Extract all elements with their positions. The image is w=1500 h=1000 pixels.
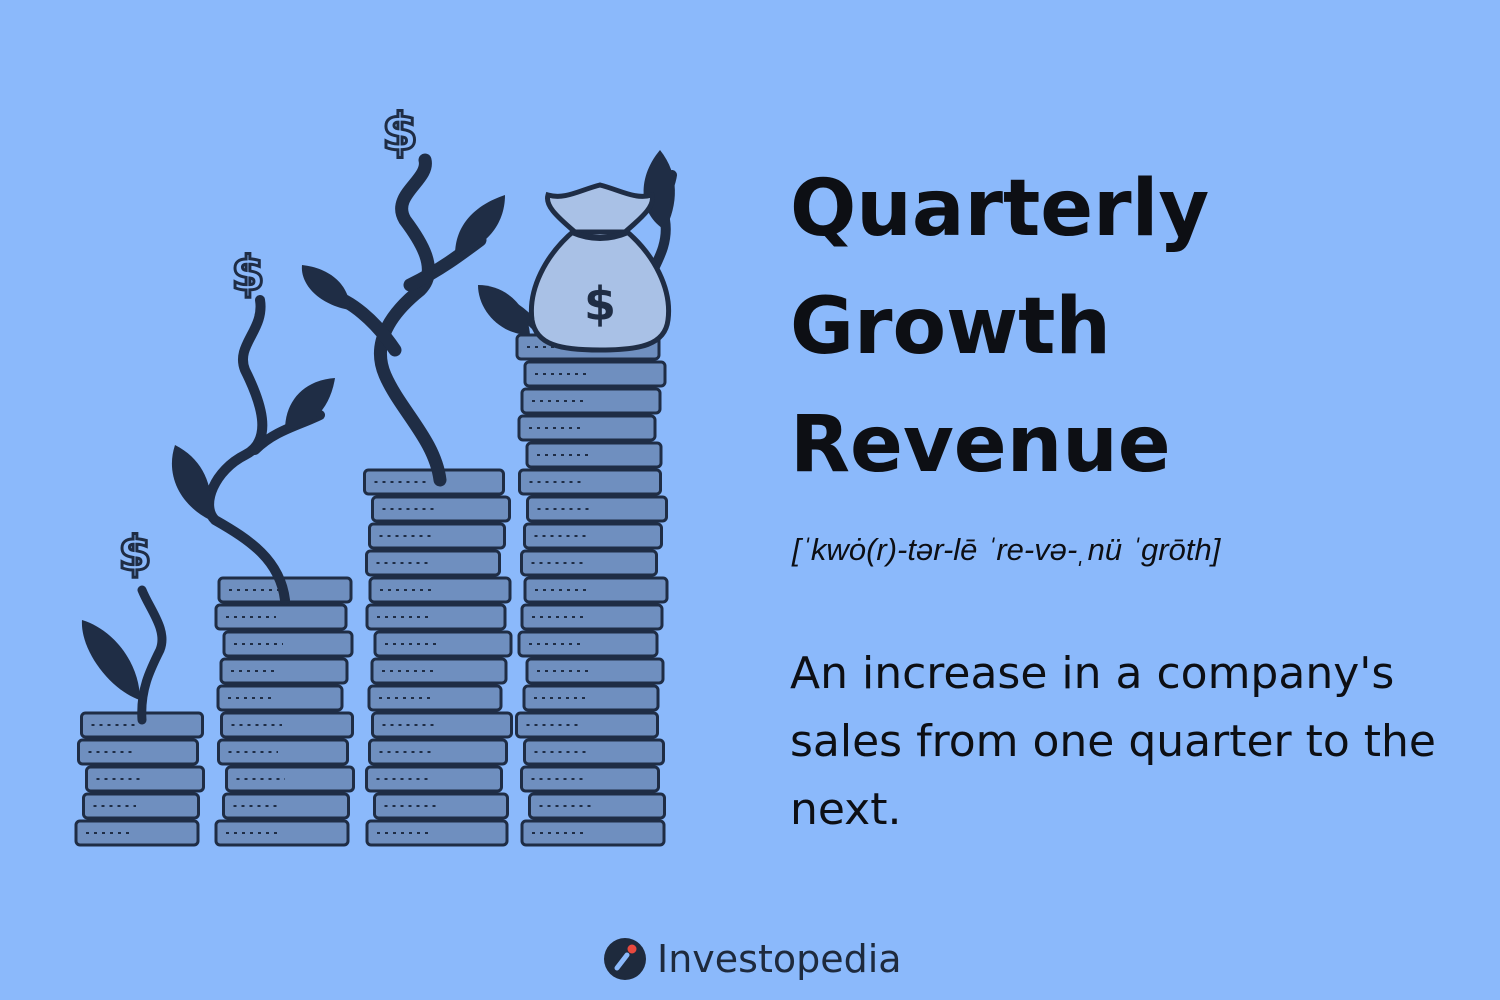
definition-text: An increase in a company's sales from on… bbox=[790, 648, 1436, 835]
coin bbox=[77, 738, 199, 766]
coin bbox=[219, 657, 349, 685]
coin bbox=[518, 468, 662, 496]
coin bbox=[528, 792, 666, 820]
coin bbox=[74, 819, 200, 847]
coin-stacks-illustration: $ $ $ $ bbox=[74, 102, 677, 847]
coin bbox=[520, 819, 666, 847]
coin bbox=[523, 576, 669, 604]
coin bbox=[216, 684, 344, 712]
dollar-icon: $ bbox=[231, 246, 264, 302]
leaf-icon bbox=[301, 265, 350, 310]
coin bbox=[520, 387, 662, 415]
plant-2 bbox=[204, 295, 325, 605]
leaf-icon bbox=[643, 150, 675, 230]
coin bbox=[365, 549, 501, 577]
coin bbox=[367, 684, 503, 712]
dollar-icon: $ bbox=[118, 526, 151, 582]
coin bbox=[222, 792, 350, 820]
coin bbox=[368, 522, 506, 550]
coin bbox=[365, 603, 507, 631]
coin bbox=[214, 819, 350, 847]
dollar-icon: $ bbox=[382, 103, 418, 163]
coin bbox=[222, 630, 354, 658]
coin bbox=[523, 360, 667, 388]
coin bbox=[525, 657, 665, 685]
plant-1 bbox=[137, 585, 167, 725]
leaf-icon bbox=[171, 445, 212, 520]
coin bbox=[85, 765, 205, 793]
coin bbox=[368, 738, 508, 766]
money-bag-icon: $ bbox=[528, 182, 672, 353]
brand-name: Investopedia bbox=[657, 937, 902, 981]
coin bbox=[520, 549, 658, 577]
coin bbox=[523, 522, 663, 550]
page-title: Quarterly Growth Revenue bbox=[790, 164, 1210, 490]
coin bbox=[373, 792, 509, 820]
coin bbox=[365, 765, 503, 793]
coin bbox=[217, 738, 349, 766]
coin bbox=[517, 414, 657, 442]
coin bbox=[522, 684, 660, 712]
leaf-icon bbox=[455, 195, 505, 255]
coin bbox=[526, 495, 668, 523]
leaf-icon bbox=[285, 378, 335, 430]
coin bbox=[365, 819, 509, 847]
coin bbox=[214, 603, 348, 631]
coin bbox=[370, 657, 508, 685]
pronunciation: [ˈkwȯ(r)-tər-lē ˈre-və-ˌnü ˈgrōth] bbox=[792, 532, 1221, 567]
coin bbox=[225, 765, 355, 793]
leaf-icon bbox=[478, 285, 530, 335]
leaf-icon bbox=[81, 620, 140, 700]
coin bbox=[220, 711, 354, 739]
coin bbox=[82, 792, 200, 820]
coin-stacks bbox=[74, 333, 669, 847]
coin bbox=[373, 630, 513, 658]
svg-text:$: $ bbox=[584, 277, 616, 331]
coin bbox=[371, 495, 511, 523]
coin bbox=[515, 711, 659, 739]
coin bbox=[523, 738, 665, 766]
coin bbox=[371, 711, 513, 739]
coin bbox=[517, 630, 659, 658]
coin bbox=[368, 576, 512, 604]
coin bbox=[520, 603, 664, 631]
brand-logo[interactable]: Investopedia bbox=[603, 932, 902, 986]
coin bbox=[525, 441, 663, 469]
plant-3 bbox=[323, 153, 487, 487]
investopedia-logo-icon bbox=[604, 938, 646, 980]
coin bbox=[520, 765, 660, 793]
